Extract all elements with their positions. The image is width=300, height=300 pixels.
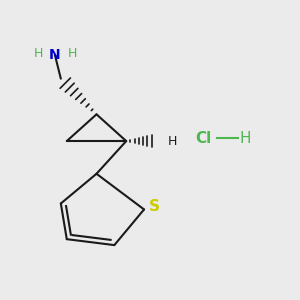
Text: H: H (239, 130, 251, 146)
Text: H: H (34, 47, 43, 60)
Text: N: N (49, 48, 61, 62)
Text: H: H (68, 47, 77, 60)
Text: H: H (168, 135, 177, 148)
Text: Cl: Cl (195, 130, 212, 146)
Text: S: S (149, 199, 160, 214)
